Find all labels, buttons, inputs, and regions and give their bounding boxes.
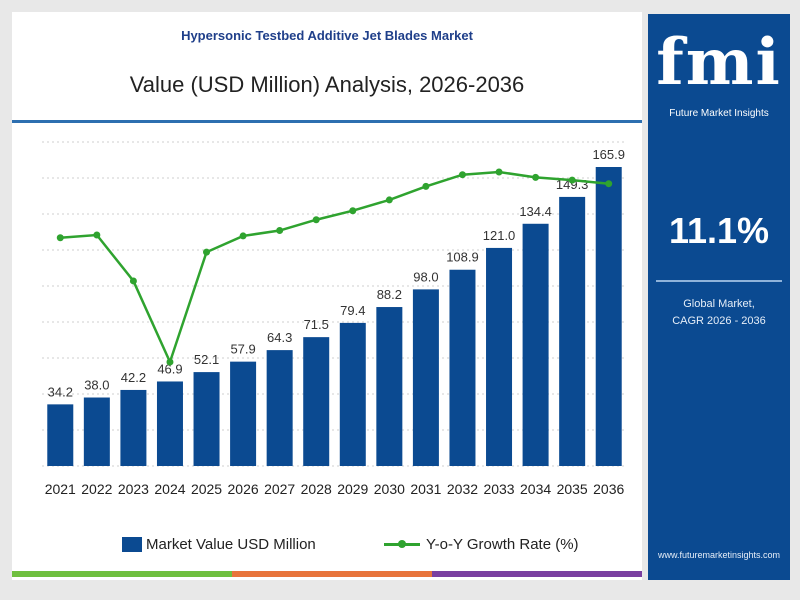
bar-2026 (230, 361, 257, 466)
chart-plot: 34.2 2021 38.0 2022 42.2 2023 46.9 2024 52.1 2025… (42, 141, 627, 497)
legend-label-market-value: Market Value USD Million (146, 536, 316, 553)
bar-value-label-2036: 165.9 (592, 147, 625, 162)
bar-2028 (303, 337, 330, 466)
bar-value-label-2030: 88.2 (377, 287, 402, 302)
bar-value-label-2029: 79.4 (340, 303, 365, 318)
bar-value-label-2027: 64.3 (267, 330, 292, 345)
footer-color-stripe (12, 571, 642, 577)
bar-2022 (83, 397, 110, 466)
bar-2024 (156, 381, 183, 466)
growth-point-2021 (56, 234, 64, 242)
bar-2030 (376, 307, 403, 466)
bar-2035 (559, 196, 586, 466)
x-tick-label-2035: 2035 (557, 481, 588, 497)
x-tick-label-2026: 2026 (228, 481, 259, 497)
growth-point-2031 (422, 182, 430, 190)
x-tick-label-2034: 2034 (520, 481, 551, 497)
bar-2029 (339, 322, 366, 466)
x-tick-label-2031: 2031 (410, 481, 441, 497)
x-tick-label-2033: 2033 (483, 481, 514, 497)
cagr-value: 11.1% (668, 210, 770, 251)
bar-value-label-2022: 38.0 (84, 378, 109, 393)
bar-2033 (486, 247, 513, 466)
x-tick-label-2025: 2025 (191, 481, 222, 497)
bar-value-label-2032: 108.9 (446, 250, 479, 265)
cagr-label: Global Market, CAGR 2026 - 2036 (648, 296, 790, 330)
footer-stripe-orange (232, 571, 432, 577)
x-tick-label-2036: 2036 (593, 481, 624, 497)
x-tick-label-2027: 2027 (264, 481, 295, 497)
growth-point-2029 (349, 207, 357, 215)
growth-point-2027 (276, 227, 284, 235)
bar-value-label-2028: 71.5 (304, 317, 329, 332)
website-url: www.futuremarketinsights.com (657, 550, 781, 560)
footer-stripe-purple (432, 571, 642, 577)
bar-2025 (193, 372, 220, 466)
bar-value-label-2031: 98.0 (413, 269, 438, 284)
chart-panel: Hypersonic Testbed Additive Jet Blades M… (12, 12, 642, 580)
chart-title: Value (USD Million) Analysis, 2026-2036 (129, 72, 525, 97)
legend-item-market-value: Market Value USD Million (122, 536, 316, 553)
growth-point-2035 (568, 176, 576, 184)
bar-value-label-2034: 134.4 (519, 204, 552, 219)
growth-point-2036 (605, 180, 613, 188)
growth-point-2024 (166, 358, 174, 366)
growth-point-2034 (532, 173, 540, 181)
sidebar-panel: fmi Future Market Insights 11.1% Global … (648, 14, 790, 580)
x-tick-label-2022: 2022 (81, 481, 112, 497)
growth-point-2022 (93, 231, 101, 239)
bar-2023 (120, 389, 147, 466)
legend-bar-swatch (122, 537, 142, 552)
bar-2036 (595, 167, 622, 466)
x-tick-label-2028: 2028 (301, 481, 332, 497)
x-tick-label-2032: 2032 (447, 481, 478, 497)
bar-2031 (412, 289, 439, 466)
bar-2032 (449, 269, 476, 466)
bar-value-label-2025: 52.1 (194, 352, 219, 367)
x-tick-label-2029: 2029 (337, 481, 368, 497)
growth-point-2028 (312, 216, 320, 224)
bar-value-label-2033: 121.0 (483, 228, 516, 243)
bar-2034 (522, 223, 549, 466)
bar-value-label-2024: 46.9 (157, 361, 182, 376)
growth-point-2033 (495, 168, 503, 176)
bar-2027 (266, 350, 293, 466)
sidebar-divider (656, 280, 782, 282)
legend-label-growth-rate: Y-o-Y Growth Rate (%) (426, 536, 579, 553)
fmi-logo: fmi (656, 25, 782, 100)
x-tick-label-2021: 2021 (45, 481, 76, 497)
logo-subtitle: Future Market Insights (669, 108, 769, 119)
footer-stripe-green (12, 571, 232, 577)
chart-subtitle: Hypersonic Testbed Additive Jet Blades M… (181, 28, 473, 43)
bar-value-label-2021: 34.2 (48, 384, 73, 399)
growth-point-2026 (239, 232, 247, 240)
x-tick-label-2023: 2023 (118, 481, 149, 497)
legend-item-growth-rate: Y-o-Y Growth Rate (%) (384, 536, 579, 553)
bar-value-label-2026: 57.9 (230, 342, 255, 357)
chart-legend: Market Value USD Million Y-o-Y Growth Ra… (12, 536, 642, 560)
x-tick-label-2024: 2024 (154, 481, 185, 497)
title-divider (12, 120, 642, 123)
bar-value-label-2023: 42.2 (121, 370, 146, 385)
bar-2021 (47, 404, 74, 466)
legend-line-swatch (384, 540, 420, 548)
x-tick-label-2030: 2030 (374, 481, 405, 497)
growth-point-2032 (458, 171, 466, 179)
growth-point-2030 (385, 196, 393, 204)
growth-point-2025 (203, 248, 211, 256)
cagr-label-line-1: Global Market, (683, 298, 755, 310)
cagr-label-line-2: CAGR 2026 - 2036 (672, 315, 766, 327)
growth-point-2023 (129, 277, 137, 285)
growth-rate-line (60, 170, 609, 366)
